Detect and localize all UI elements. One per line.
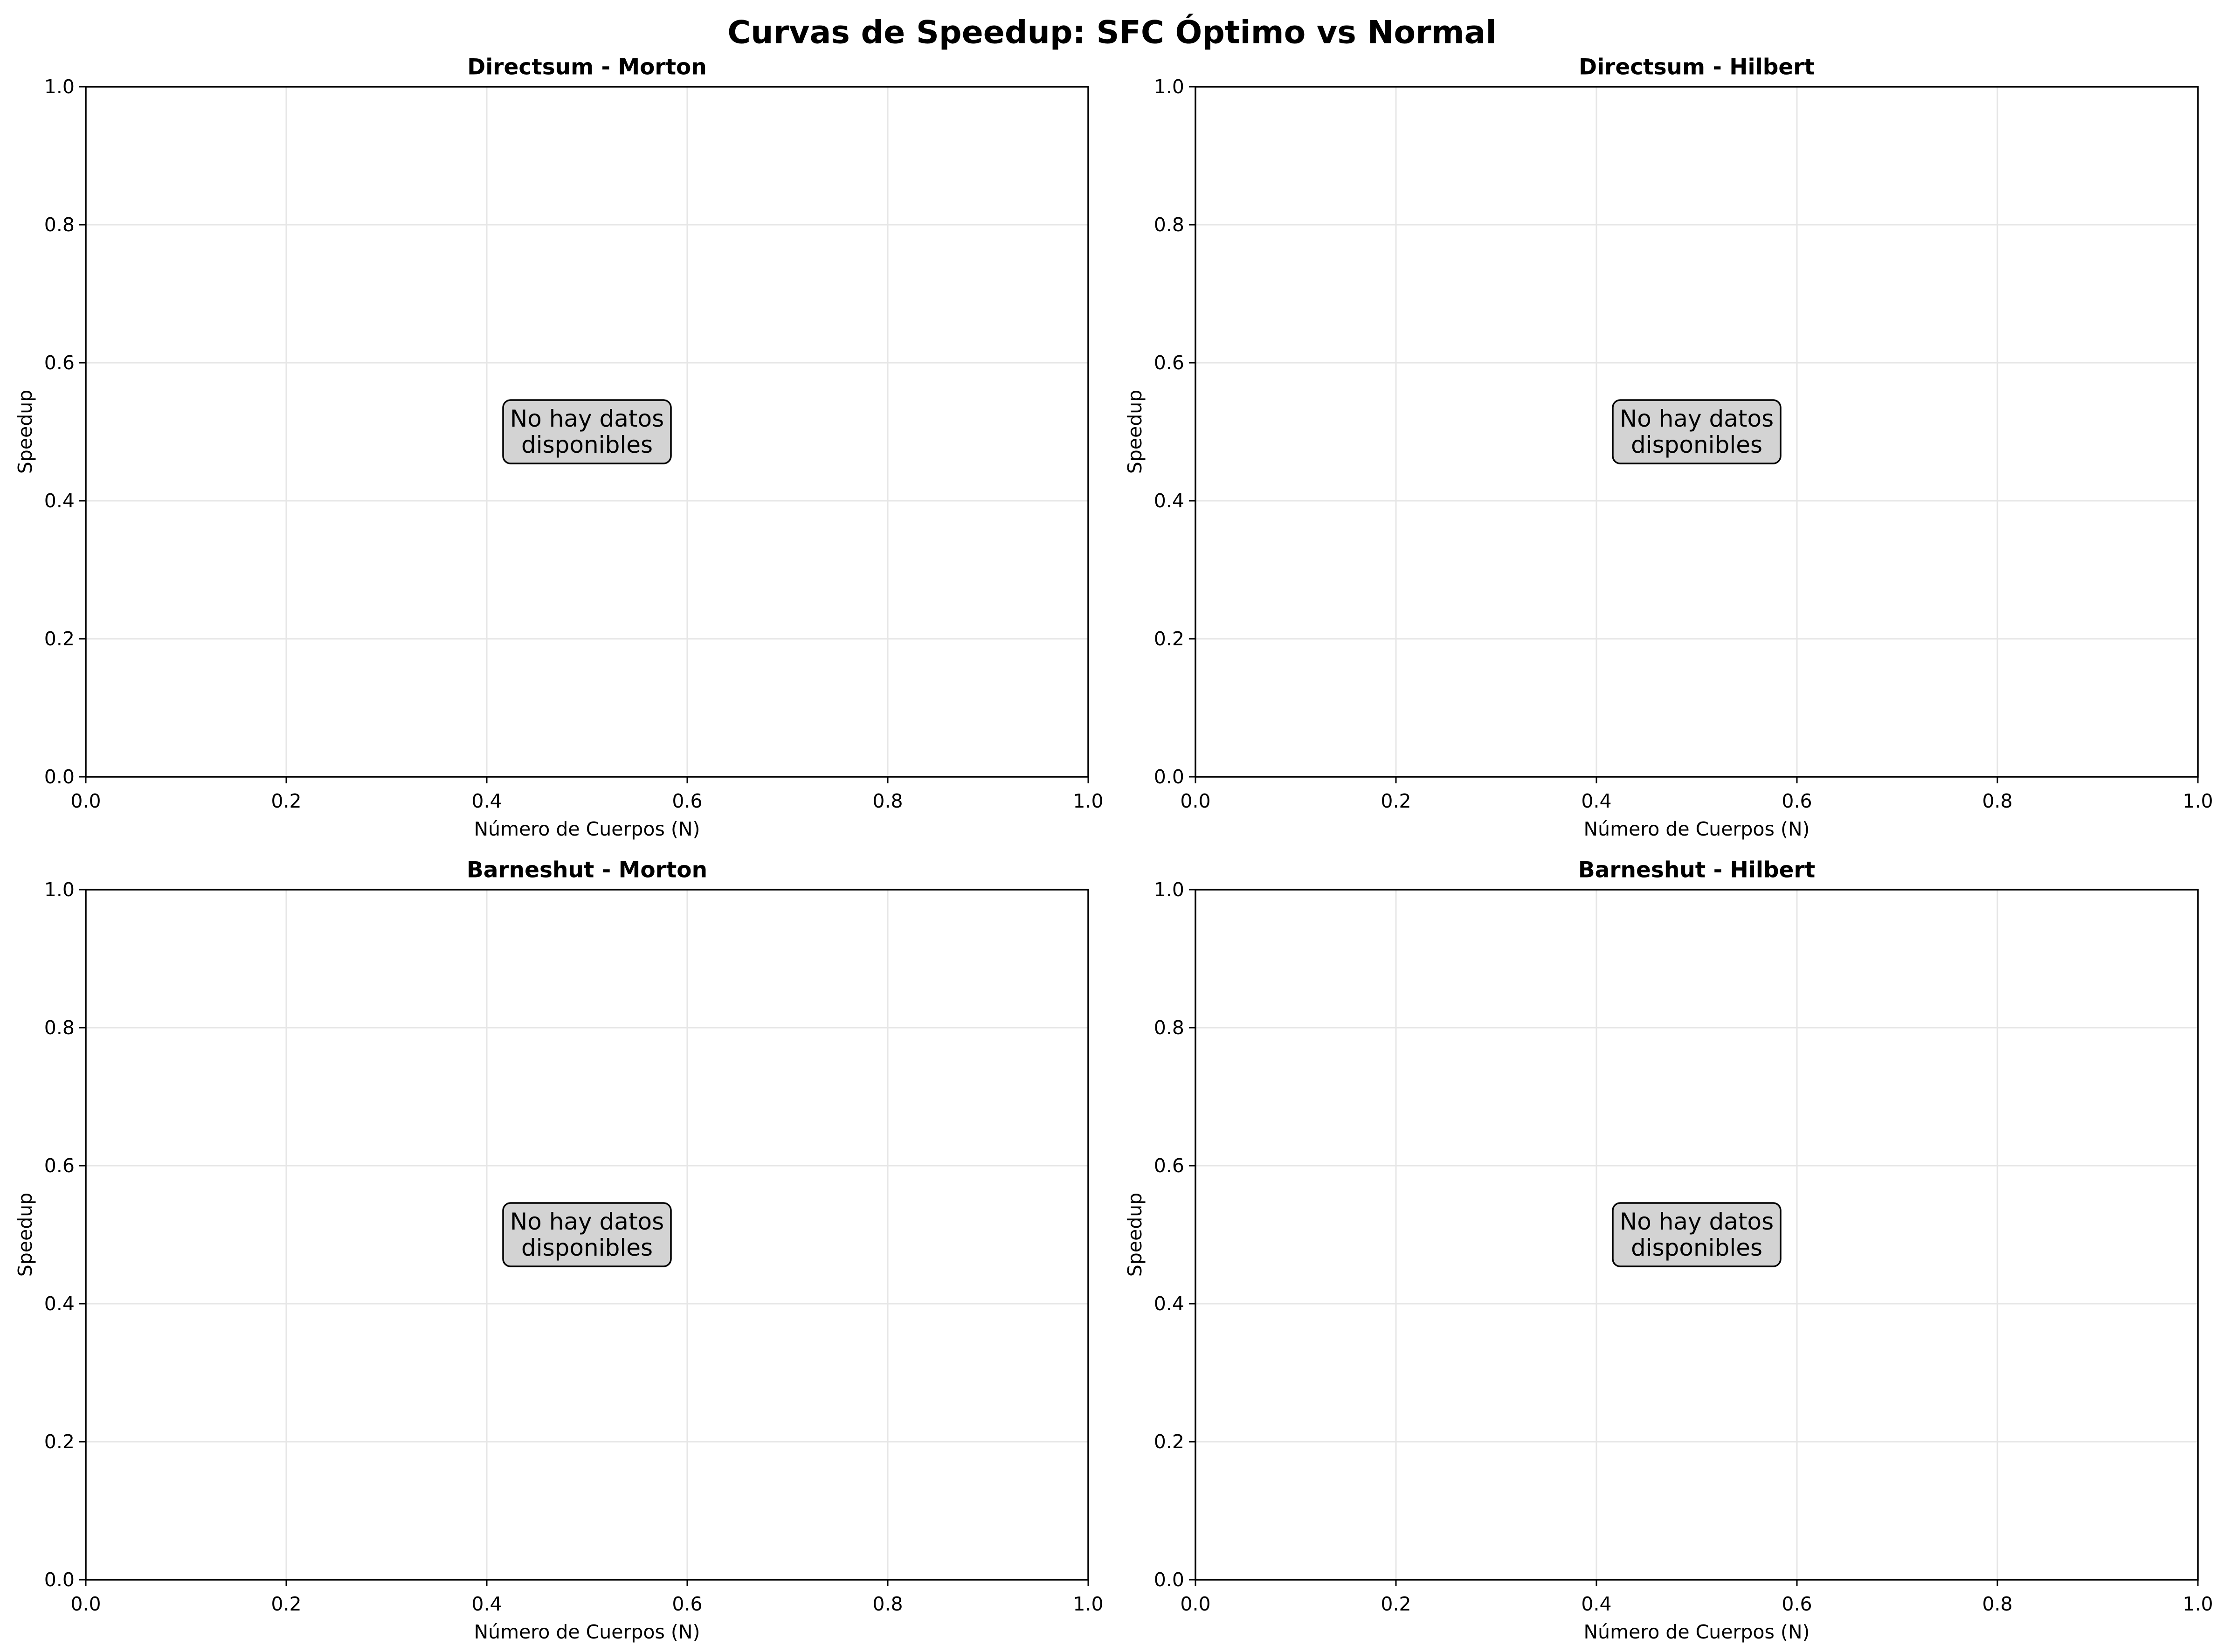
x-axis-label: Número de Cuerpos (N) [1583,1621,1810,1643]
no-data-message: No hay datos [510,1208,664,1235]
x-tick-label: 0.8 [1982,1593,2012,1615]
x-tick-label: 0.8 [1982,790,2012,812]
axes-frame [1195,86,2199,778]
no-data-box [502,399,672,464]
x-tick-label: 0.6 [1782,1593,1812,1615]
axes-frame [1195,889,2199,1581]
x-tick-label: 0.6 [672,1593,702,1615]
no-data-message: No hay datos [510,405,664,432]
y-tick-label: 0.6 [1154,352,1184,374]
x-tick-label: 1.0 [2183,790,2213,812]
x-tick-label: 0.4 [1581,790,1611,812]
subplot-3: 0.0 0.2 0.4 0.6 0.8 1.0 0.0 0.2 0.4 0.6 0.8 1.0 Barn… [14,857,1104,1644]
x-tick-label: 0.4 [471,790,502,812]
y-tick-label: 0.8 [44,214,75,236]
no-data-message: No hay datos [1620,1208,1774,1235]
subplot-title: Barneshut - Hilbert [1578,857,1815,883]
x-tick-label: 0.2 [271,790,301,812]
x-tick-label: 0.2 [1381,1593,1411,1615]
y-tick-label: 0.6 [1154,1154,1184,1177]
subplot-title: Directsum - Morton [467,55,707,80]
x-tick-label: 0.8 [872,1593,903,1615]
no-data-message: disponibles [1631,431,1762,458]
x-tick-label: 0.4 [1581,1593,1611,1615]
y-tick-label: 0.2 [44,628,75,650]
x-tick-label: 0.4 [471,1593,502,1615]
subplot-grid: 0.0 0.2 0.4 0.6 0.8 1.0 0.0 0.2 0.4 0.6 0.8 1.0 Dire… [14,55,2213,1644]
y-axis-label: Speedup [1124,1193,1146,1277]
x-tick-label: 0.0 [70,1593,101,1615]
y-tick-label: 0.4 [44,490,75,512]
no-data-box [502,1202,672,1267]
no-data-message: disponibles [521,1234,653,1261]
x-axis-label: Número de Cuerpos (N) [474,818,700,840]
axes-frame [85,889,1089,1581]
subplot-title: Barneshut - Morton [467,857,707,883]
y-tick-label: 0.6 [44,1154,75,1177]
y-tick-label: 0.0 [1154,1569,1184,1591]
y-axis-label: Speedup [14,390,36,474]
y-tick-label: 0.2 [1154,628,1184,650]
y-tick-label: 0.0 [44,766,75,788]
y-tick-label: 0.2 [44,1431,75,1453]
y-tick-label: 0.2 [1154,1431,1184,1453]
x-axis-label: Número de Cuerpos (N) [474,1621,700,1643]
x-tick-label: 1.0 [1073,790,1103,812]
y-tick-label: 0.8 [1154,214,1184,236]
y-tick-label: 0.4 [1154,1293,1184,1315]
x-tick-label: 1.0 [1073,1593,1103,1615]
y-tick-label: 1.0 [1154,878,1184,901]
no-data-box [1612,1202,1782,1267]
subplot-4: 0.0 0.2 0.4 0.6 0.8 1.0 0.0 0.2 0.4 0.6 0.8 1.0 Barn… [1124,857,2213,1644]
x-axis-label: Número de Cuerpos (N) [1583,818,1810,840]
y-axis-label: Speedup [1124,390,1146,474]
x-tick-label: 0.2 [1381,790,1411,812]
no-data-message: disponibles [521,431,653,458]
y-tick-label: 0.4 [44,1293,75,1315]
x-tick-label: 0.0 [70,790,101,812]
y-tick-label: 0.4 [1154,490,1184,512]
y-tick-label: 0.8 [1154,1016,1184,1039]
subplot-title: Directsum - Hilbert [1579,55,1815,80]
axes-frame [85,86,1089,778]
x-tick-label: 0.6 [1782,790,1812,812]
y-tick-label: 0.0 [44,1569,75,1591]
x-tick-label: 0.0 [1180,790,1210,812]
y-tick-label: 0.8 [44,1016,75,1039]
y-tick-label: 1.0 [44,76,75,98]
no-data-box [1612,399,1782,464]
y-tick-label: 1.0 [44,878,75,901]
subplot-1: 0.0 0.2 0.4 0.6 0.8 1.0 0.0 0.2 0.4 0.6 0.8 1.0 Dire… [14,55,1104,841]
x-tick-label: 0.6 [672,790,702,812]
figure-title: Curvas de Speedup: SFC Óptimo vs Normal [727,14,1496,51]
no-data-message: No hay datos [1620,405,1774,432]
y-tick-label: 0.0 [1154,766,1184,788]
x-tick-label: 1.0 [2183,1593,2213,1615]
x-tick-label: 0.8 [872,790,903,812]
no-data-message: disponibles [1631,1234,1762,1261]
y-axis-label: Speedup [14,1193,36,1277]
subplot-2: 0.0 0.2 0.4 0.6 0.8 1.0 0.0 0.2 0.4 0.6 0.8 1.0 Dire… [1124,55,2213,841]
y-tick-label: 0.6 [44,352,75,374]
x-tick-label: 0.0 [1180,1593,1210,1615]
y-tick-label: 1.0 [1154,76,1184,98]
x-tick-label: 0.2 [271,1593,301,1615]
